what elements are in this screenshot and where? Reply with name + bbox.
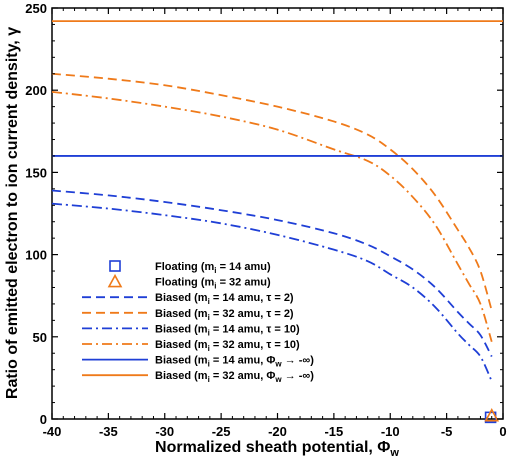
- y-tick-label: 200: [25, 83, 47, 98]
- series-3-line: [51, 72, 493, 311]
- legend-label-part: i: [208, 328, 210, 337]
- y-tick-label: 150: [25, 165, 47, 180]
- x-tick-label: -25: [212, 424, 231, 439]
- legend-label-5: Biased (mi = 32 amu, τ = 10): [155, 339, 300, 353]
- legend-label-part: w: [274, 375, 282, 384]
- legend-label-part: → -∞): [282, 355, 315, 367]
- legend-marker-0: [109, 260, 121, 272]
- x-tick-label: -15: [324, 424, 343, 439]
- legend-label-3: Biased (mi = 32 amu, τ = 2): [155, 308, 294, 322]
- legend-label-part: Biased (m: [155, 308, 208, 320]
- x-axis-title-main: Normalized sheath potential, Φ: [155, 439, 390, 456]
- legend-label-part: Biased (m: [155, 292, 208, 304]
- legend-label-part: Floating (m: [155, 277, 214, 289]
- legend-label-part: Biased (m: [155, 355, 208, 367]
- legend-label-part: Biased (m: [155, 323, 208, 335]
- legend-marker-1: [107, 273, 123, 288]
- series-1-point: [484, 408, 500, 422]
- legend-label-7: Biased (mi = 32 amu, Φw → -∞): [155, 370, 314, 384]
- legend-label-part: Biased (m: [155, 370, 208, 382]
- plot-frame: [51, 7, 504, 420]
- legend-label-part: i: [208, 375, 210, 384]
- legend-label-part: = 14 amu, Φ: [210, 355, 276, 367]
- legend-label-part: → -∞): [282, 370, 315, 382]
- ticks-layer: -40 -35 -30 -25 -20 -15 -10 -5 0 0 50 100 150 200 250: [25, 1, 506, 439]
- legend-label-part: i: [214, 282, 216, 291]
- series-2-line: [51, 189, 493, 357]
- x-tick-label: -20: [268, 424, 287, 439]
- legend: Floating (mi = 14 amu)Floating (mi = 32 …: [82, 260, 314, 384]
- y-tick-label: 250: [25, 1, 47, 16]
- y-tick-label: 100: [25, 248, 47, 263]
- y-tick-label: 50: [33, 330, 47, 345]
- series-layer: [51, 20, 503, 424]
- legend-label-0: Floating (mi = 14 amu): [155, 261, 271, 275]
- legend-label-part: = 32 amu, τ = 2): [210, 308, 294, 320]
- legend-label-part: = 32 amu, τ = 10): [210, 339, 300, 351]
- legend-label-part: Biased (m: [155, 339, 208, 351]
- legend-label-part: w: [274, 360, 282, 369]
- legend-label-1: Floating (mi = 32 amu): [155, 277, 271, 291]
- legend-label-part: = 32 amu, Φ: [210, 370, 276, 382]
- legend-label-6: Biased (mi = 14 amu, Φw → -∞): [155, 355, 314, 369]
- legend-label-part: i: [208, 313, 210, 322]
- legend-label-part: i: [208, 297, 210, 306]
- x-tick-label: 0: [499, 424, 506, 439]
- y-tick-label: 0: [40, 412, 47, 427]
- x-tick-label: -10: [381, 424, 400, 439]
- legend-label-part: i: [208, 360, 210, 369]
- x-axis-title-sub: w: [389, 447, 399, 459]
- legend-label-part: Floating (m: [155, 261, 214, 273]
- series-5-line: [51, 90, 493, 342]
- legend-label-part: = 32 amu): [217, 277, 271, 289]
- x-tick-label: -30: [155, 424, 174, 439]
- legend-label-part: i: [214, 266, 216, 275]
- legend-label-part: = 14 amu, τ = 2): [210, 292, 294, 304]
- x-tick-label: -40: [43, 424, 62, 439]
- series-4-line: [51, 202, 493, 382]
- x-tick-label: -5: [441, 424, 453, 439]
- legend-label-2: Biased (mi = 14 amu, τ = 2): [155, 292, 294, 306]
- legend-label-4: Biased (mi = 14 amu, τ = 10): [155, 323, 300, 337]
- x-tick-label: -35: [99, 424, 118, 439]
- y-axis-title: Ratio of emitted electron to ion current…: [4, 27, 21, 399]
- x-axis-title: Normalized sheath potential, Φw: [155, 439, 399, 459]
- legend-label-part: = 14 amu, τ = 10): [210, 323, 300, 335]
- legend-label-part: i: [208, 344, 210, 353]
- legend-label-part: = 14 amu): [217, 261, 271, 273]
